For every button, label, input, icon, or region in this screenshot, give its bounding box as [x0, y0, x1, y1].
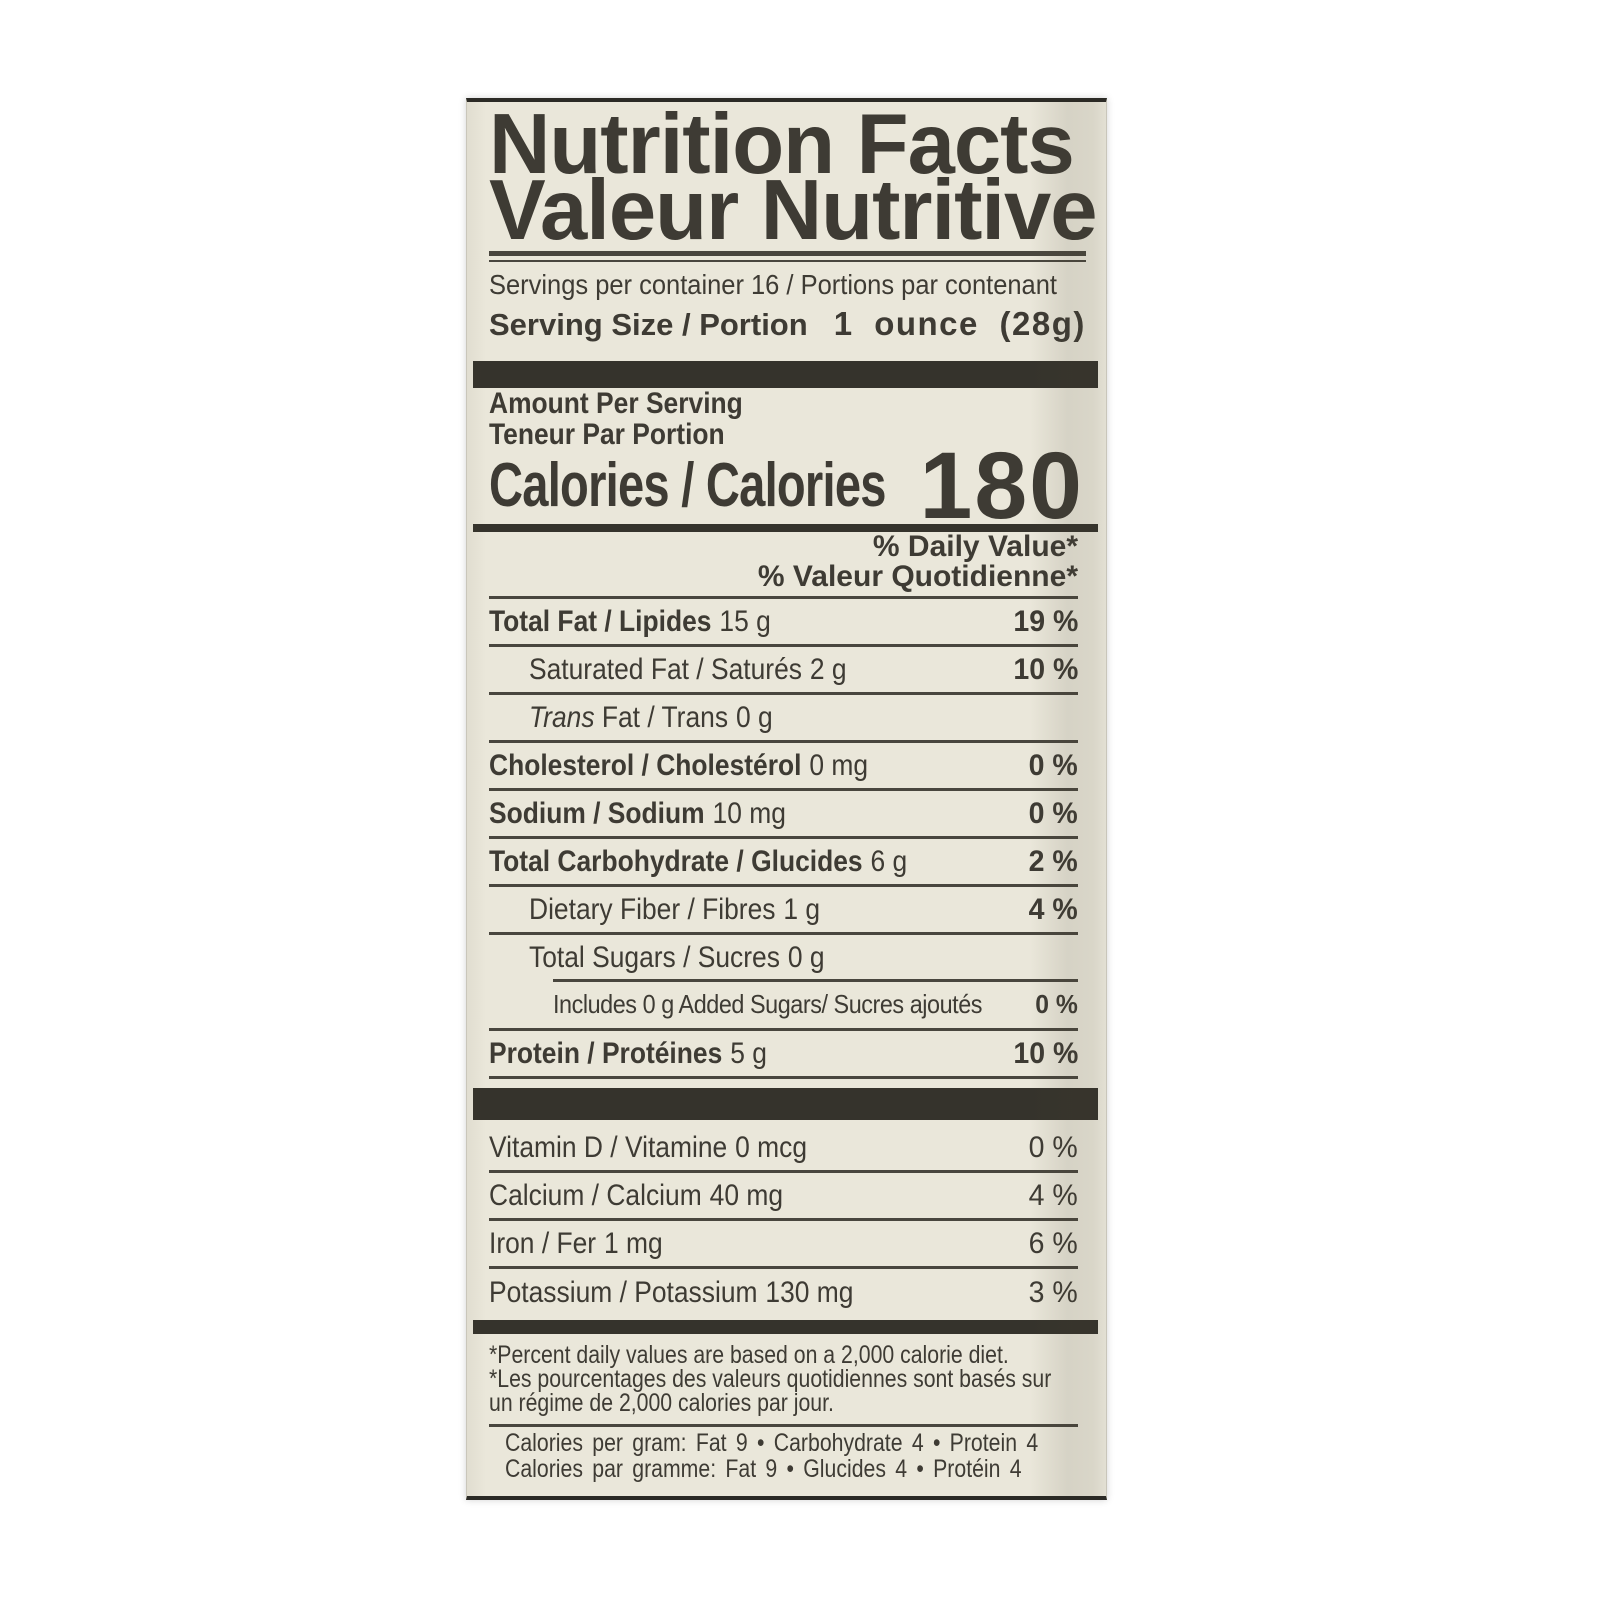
- nutrient-daily-value: 0 %: [1035, 988, 1078, 1019]
- serving-size-label: Serving Size / Portion: [489, 307, 808, 342]
- vitamin-daily-value: 3 %: [1028, 1276, 1078, 1309]
- nutrient-daily-value: 0 %: [1028, 748, 1078, 782]
- nutrient-name: Total Sugars / Sucres 0 g: [529, 940, 825, 974]
- calories-per-gram: Calories per gram: Fat 9 • Carbohydrate …: [489, 1430, 1078, 1482]
- nutrient-name: Total Fat / Lipides 15 g: [489, 604, 771, 638]
- amount-per-serving-fr: Teneur Par Portion: [489, 418, 725, 451]
- nutrient-rows: Total Fat / Lipides 15 g 19 % Saturated F…: [489, 596, 1078, 1079]
- footnote-line: *Percent daily values are based on a 2,0…: [489, 1341, 1009, 1369]
- footnote-line: *Les pourcentages des valeurs quotidienn…: [489, 1365, 1052, 1393]
- calories-value: 180: [919, 433, 1084, 539]
- daily-value-footnote: *Percent daily values are based on a 2,0…: [489, 1341, 1078, 1417]
- vitamin-row-iron: Iron / Fer 1 mg 6 %: [489, 1221, 1078, 1269]
- section-divider-bar: [473, 1088, 1098, 1120]
- nutrient-row-total-carbohydrate: Total Carbohydrate / Glucides 6 g 2 %: [489, 836, 1078, 884]
- nutrient-daily-value: 0 %: [1028, 796, 1078, 830]
- nutrient-row-dietary-fiber: Dietary Fiber / Fibres 1 g 4 %: [489, 884, 1078, 932]
- nutrient-name: Protein / Protéines 5 g: [489, 1036, 767, 1070]
- nutrient-daily-value: 19 %: [1013, 604, 1078, 638]
- nutrition-facts-label: Nutrition Facts Valeur Nutritive Serving…: [466, 98, 1107, 1500]
- nutrient-row-total-sugars: Total Sugars / Sucres 0 g: [489, 932, 1078, 980]
- serving-size-value: 1 ounce (28g): [833, 305, 1086, 342]
- vitamin-rows: Vitamin D / Vitamine 0 mcg 0 % Calcium / …: [489, 1125, 1078, 1317]
- vitamin-daily-value: 4 %: [1028, 1178, 1078, 1212]
- calories-label: Calories / Calories: [489, 451, 887, 520]
- calories-per-gram-fr: Calories par gramme: Fat 9 • Glucides 4 …: [505, 1455, 1022, 1483]
- vitamin-row-potassium: Potassium / Potassium 130 mg 3 %: [489, 1269, 1078, 1317]
- vitamin-name: Iron / Fer 1 mg: [489, 1226, 663, 1260]
- vitamin-name: Potassium / Potassium 130 mg: [489, 1276, 854, 1309]
- amount-per-serving-en: Amount Per Serving: [489, 387, 743, 420]
- nutrient-row-cholesterol: Cholesterol / Cholestérol 0 mg 0 %: [489, 740, 1078, 788]
- vitamin-daily-value: 6 %: [1028, 1226, 1078, 1260]
- nutrient-name: Dietary Fiber / Fibres 1 g: [529, 892, 821, 926]
- label-title-en: Nutrition Facts: [489, 98, 1075, 192]
- nutrient-name: Cholesterol / Cholestérol 0 mg: [489, 748, 869, 782]
- nutrient-name: Sodium / Sodium 10 mg: [489, 796, 786, 830]
- nutrient-daily-value: 10 %: [1013, 1036, 1078, 1070]
- calories-divider: [473, 524, 1098, 532]
- daily-value-header-fr: % Valeur Quotidienne*: [757, 560, 1078, 593]
- calories-row: Calories / Calories 180: [489, 439, 1082, 534]
- section-divider-bar: [473, 1320, 1098, 1334]
- nutrient-row-protein: Protein / Protéines 5 g 10 %: [489, 1028, 1078, 1076]
- nutrient-name: Total Carbohydrate / Glucides 6 g: [489, 844, 908, 878]
- vitamin-row-vitamin-d: Vitamin D / Vitamine 0 mcg 0 %: [489, 1125, 1078, 1173]
- calories-per-gram-en: Calories per gram: Fat 9 • Carbohydrate …: [505, 1429, 1039, 1457]
- nutrient-name: Includes 0 g Added Sugars/ Sucres ajouté…: [553, 988, 983, 1019]
- vitamin-daily-value: 0 %: [1028, 1130, 1078, 1164]
- serving-size-line: Serving Size / Portion 1 ounce (28g): [489, 303, 1084, 346]
- nutrient-daily-value: 4 %: [1028, 892, 1078, 926]
- vitamin-name: Vitamin D / Vitamine 0 mcg: [489, 1130, 808, 1164]
- nutrient-row-trans-fat: Trans Fat / Trans 0 g: [489, 692, 1078, 740]
- footnote-line: un régime de 2,000 calories par jour.: [489, 1389, 834, 1417]
- nutrient-name: Saturated Fat / Saturés 2 g: [529, 652, 847, 686]
- nutrient-name: Trans Fat / Trans 0 g: [529, 700, 773, 734]
- footnote-divider: [489, 1424, 1078, 1427]
- label-title-fr: Valeur Nutritive: [489, 163, 1098, 258]
- nutrient-daily-value: 10 %: [1013, 652, 1078, 686]
- title-divider: [489, 251, 1086, 262]
- vitamin-row-calcium: Calcium / Calcium 40 mg 4 %: [489, 1173, 1078, 1221]
- daily-value-header-en: % Daily Value*: [872, 530, 1078, 563]
- section-divider-bar: [473, 361, 1098, 388]
- nutrient-daily-value: 2 %: [1028, 844, 1078, 878]
- nutrient-row-added-sugars: Includes 0 g Added Sugars/ Sucres ajouté…: [489, 979, 1078, 1028]
- vitamin-name: Calcium / Calcium 40 mg: [489, 1178, 784, 1212]
- nutrient-row-sodium: Sodium / Sodium 10 mg 0 %: [489, 788, 1078, 836]
- nutrient-row-saturated-fat: Saturated Fat / Saturés 2 g 10 %: [489, 644, 1078, 692]
- servings-per-container: Servings per container 16 / Portions par…: [489, 269, 1057, 300]
- nutrient-row-total-fat: Total Fat / Lipides 15 g 19 %: [489, 596, 1078, 644]
